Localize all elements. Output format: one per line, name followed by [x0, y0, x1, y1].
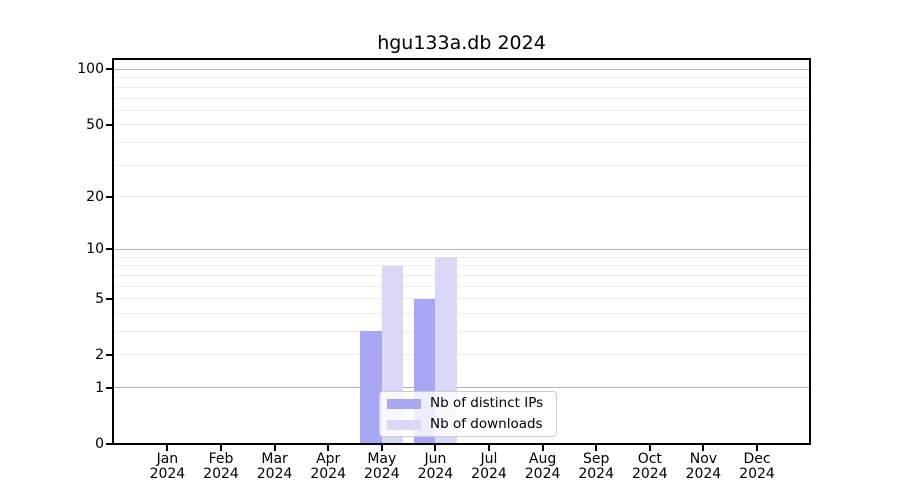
x-tick-mark [273, 445, 276, 451]
gridline-minor [113, 312, 810, 314]
y-tick-label: 5 [95, 290, 104, 307]
gridline-minor [113, 298, 810, 300]
gridline-minor [113, 77, 810, 79]
x-tick-mark [756, 445, 758, 451]
x-tick-label: Sep 2024 [578, 451, 614, 482]
x-tick-label: May 2024 [363, 451, 400, 482]
x-tick-mark [541, 445, 544, 451]
x-tick-label: Nov 2024 [685, 451, 722, 482]
legend-item-downloads: Nb of downloads [387, 414, 549, 435]
x-tick-label: Feb 2024 [203, 451, 239, 482]
x-tick-mark [220, 445, 222, 451]
gridline-major [113, 68, 810, 70]
gridline-minor [113, 142, 810, 144]
gridline-minor [113, 196, 810, 198]
gridline-minor [113, 274, 810, 276]
chart-title: hgu133a.db 2024 [377, 32, 546, 54]
y-tick-mark [106, 195, 113, 198]
gridline-minor [113, 109, 810, 111]
gridline-minor [113, 86, 810, 88]
x-tick-mark [648, 445, 651, 451]
y-tick-label: 10 [86, 241, 104, 258]
x-tick-mark [380, 445, 383, 451]
y-tick-label: 20 [86, 188, 104, 205]
plot-area [113, 59, 810, 444]
y-tick-label: 100 [77, 61, 104, 78]
gridline-major [113, 248, 810, 250]
gridline-minor [113, 330, 810, 332]
y-tick-mark [106, 248, 113, 251]
y-tick-label: 1 [95, 379, 104, 396]
y-tick-mark [106, 443, 113, 445]
x-tick-label: Mar 2024 [256, 451, 293, 482]
legend-swatch-downloads [387, 419, 421, 430]
x-tick-mark [166, 445, 169, 451]
gridline-minor [113, 164, 810, 166]
x-tick-mark [327, 445, 330, 451]
y-tick-label: 50 [86, 116, 104, 133]
x-tick-mark [595, 445, 598, 451]
x-tick-label: Jan 2024 [149, 451, 186, 482]
bar-nb-of-distinct-ips-may [360, 331, 382, 444]
x-tick-mark [488, 445, 490, 451]
legend-label-distinct-ips: Nb of distinct IPs [430, 395, 544, 411]
y-tick-mark [106, 353, 113, 356]
gridline-minor [113, 265, 810, 267]
y-tick-mark [106, 123, 113, 126]
legend-item-distinct-ips: Nb of distinct IPs [387, 393, 549, 414]
legend-label-downloads: Nb of downloads [430, 416, 543, 432]
x-tick-label: Jun 2024 [417, 451, 454, 482]
y-tick-mark [106, 68, 113, 71]
gridline-minor [113, 354, 810, 356]
x-tick-label: Apr 2024 [310, 451, 346, 482]
y-tick-label: 2 [95, 346, 104, 363]
x-tick-label: Aug 2024 [524, 451, 561, 482]
y-tick-mark [106, 386, 113, 389]
x-tick-mark [434, 445, 437, 451]
gridline-minor [113, 285, 810, 287]
x-tick-label: Jul 2024 [471, 451, 507, 482]
gridline-major [113, 387, 810, 389]
gridline-minor [113, 97, 810, 99]
x-tick-label: Oct 2024 [631, 451, 668, 482]
gridline-minor [113, 124, 810, 126]
legend: Nb of distinct IPs Nb of downloads [379, 391, 557, 437]
y-tick-mark [106, 297, 113, 300]
x-tick-mark [702, 445, 705, 451]
gridline-minor [113, 256, 810, 258]
y-tick-label: 0 [95, 436, 104, 452]
x-tick-label: Dec 2024 [739, 451, 775, 482]
legend-swatch-distinct-ips [387, 398, 421, 409]
